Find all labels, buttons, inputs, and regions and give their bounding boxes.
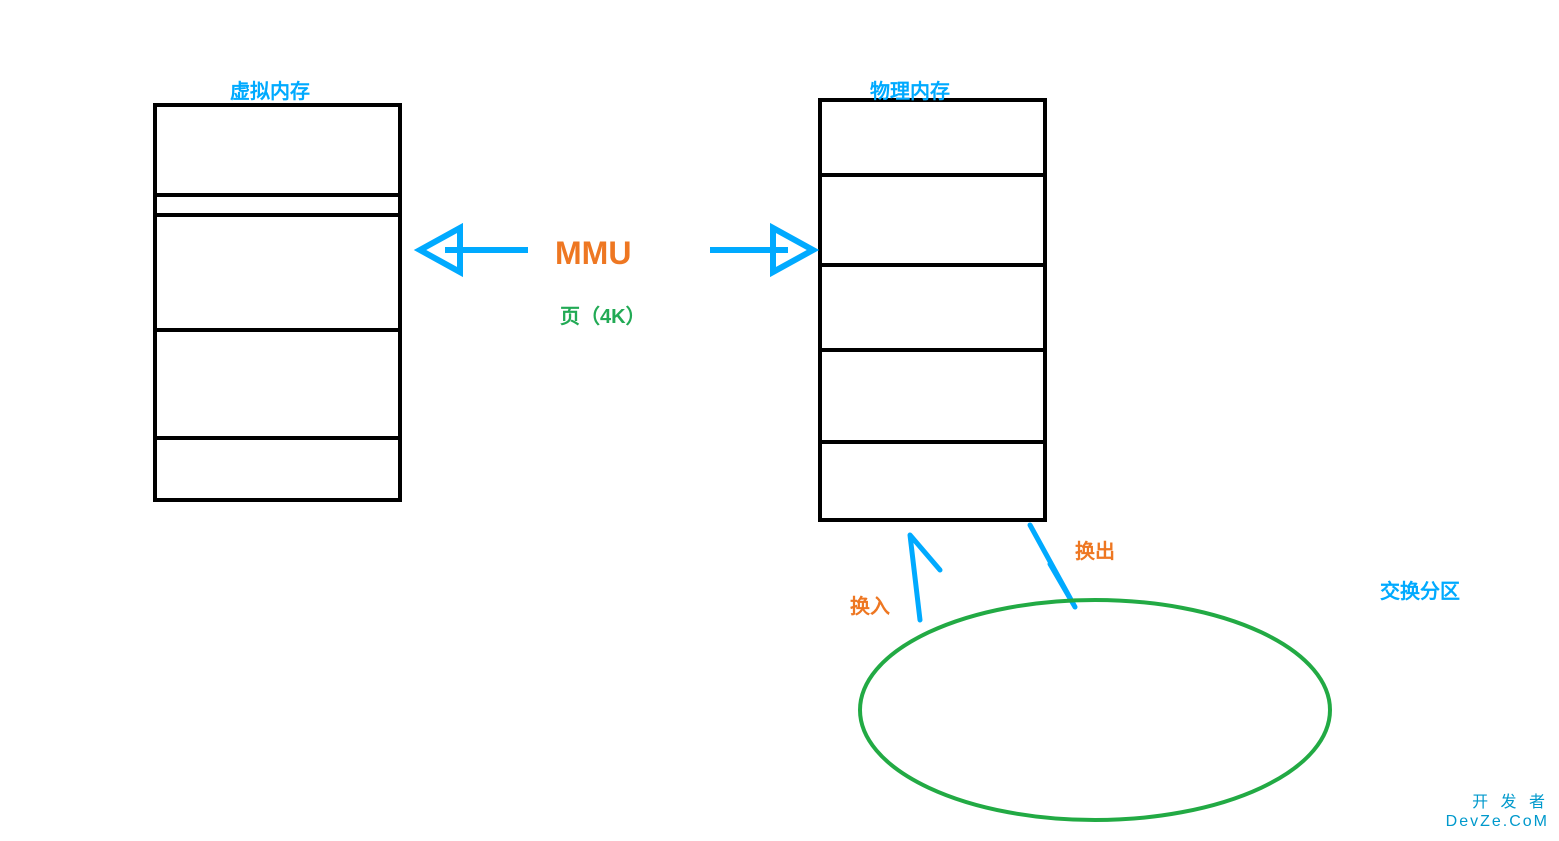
- swap-partition-ellipse: [860, 600, 1330, 820]
- watermark-line1: 开 发 者: [1446, 793, 1549, 812]
- swap-in-label: 换入: [850, 590, 890, 619]
- arrow-left-icon: [420, 228, 528, 272]
- swap-partition-label: 交换分区: [1380, 575, 1460, 604]
- arrow-right-icon: [710, 228, 813, 272]
- page-4k-label: 页（4K）: [560, 300, 646, 329]
- swap-out-arrow-icon: [1030, 525, 1075, 607]
- mmu-label: MMU: [555, 235, 631, 272]
- diagram-canvas: [0, 0, 1559, 841]
- virtual-memory-box: [155, 105, 400, 500]
- swap-out-label: 换出: [1075, 535, 1115, 564]
- virtual-memory-label: 虚拟内存: [230, 75, 310, 104]
- physical-memory-label: 物理内存: [870, 75, 950, 104]
- watermark-line2: DevZe.CoM: [1446, 812, 1549, 831]
- swap-in-arrow-icon: [910, 535, 940, 620]
- physical-memory-box: [820, 100, 1045, 520]
- watermark: 开 发 者 DevZe.CoM: [1446, 793, 1549, 831]
